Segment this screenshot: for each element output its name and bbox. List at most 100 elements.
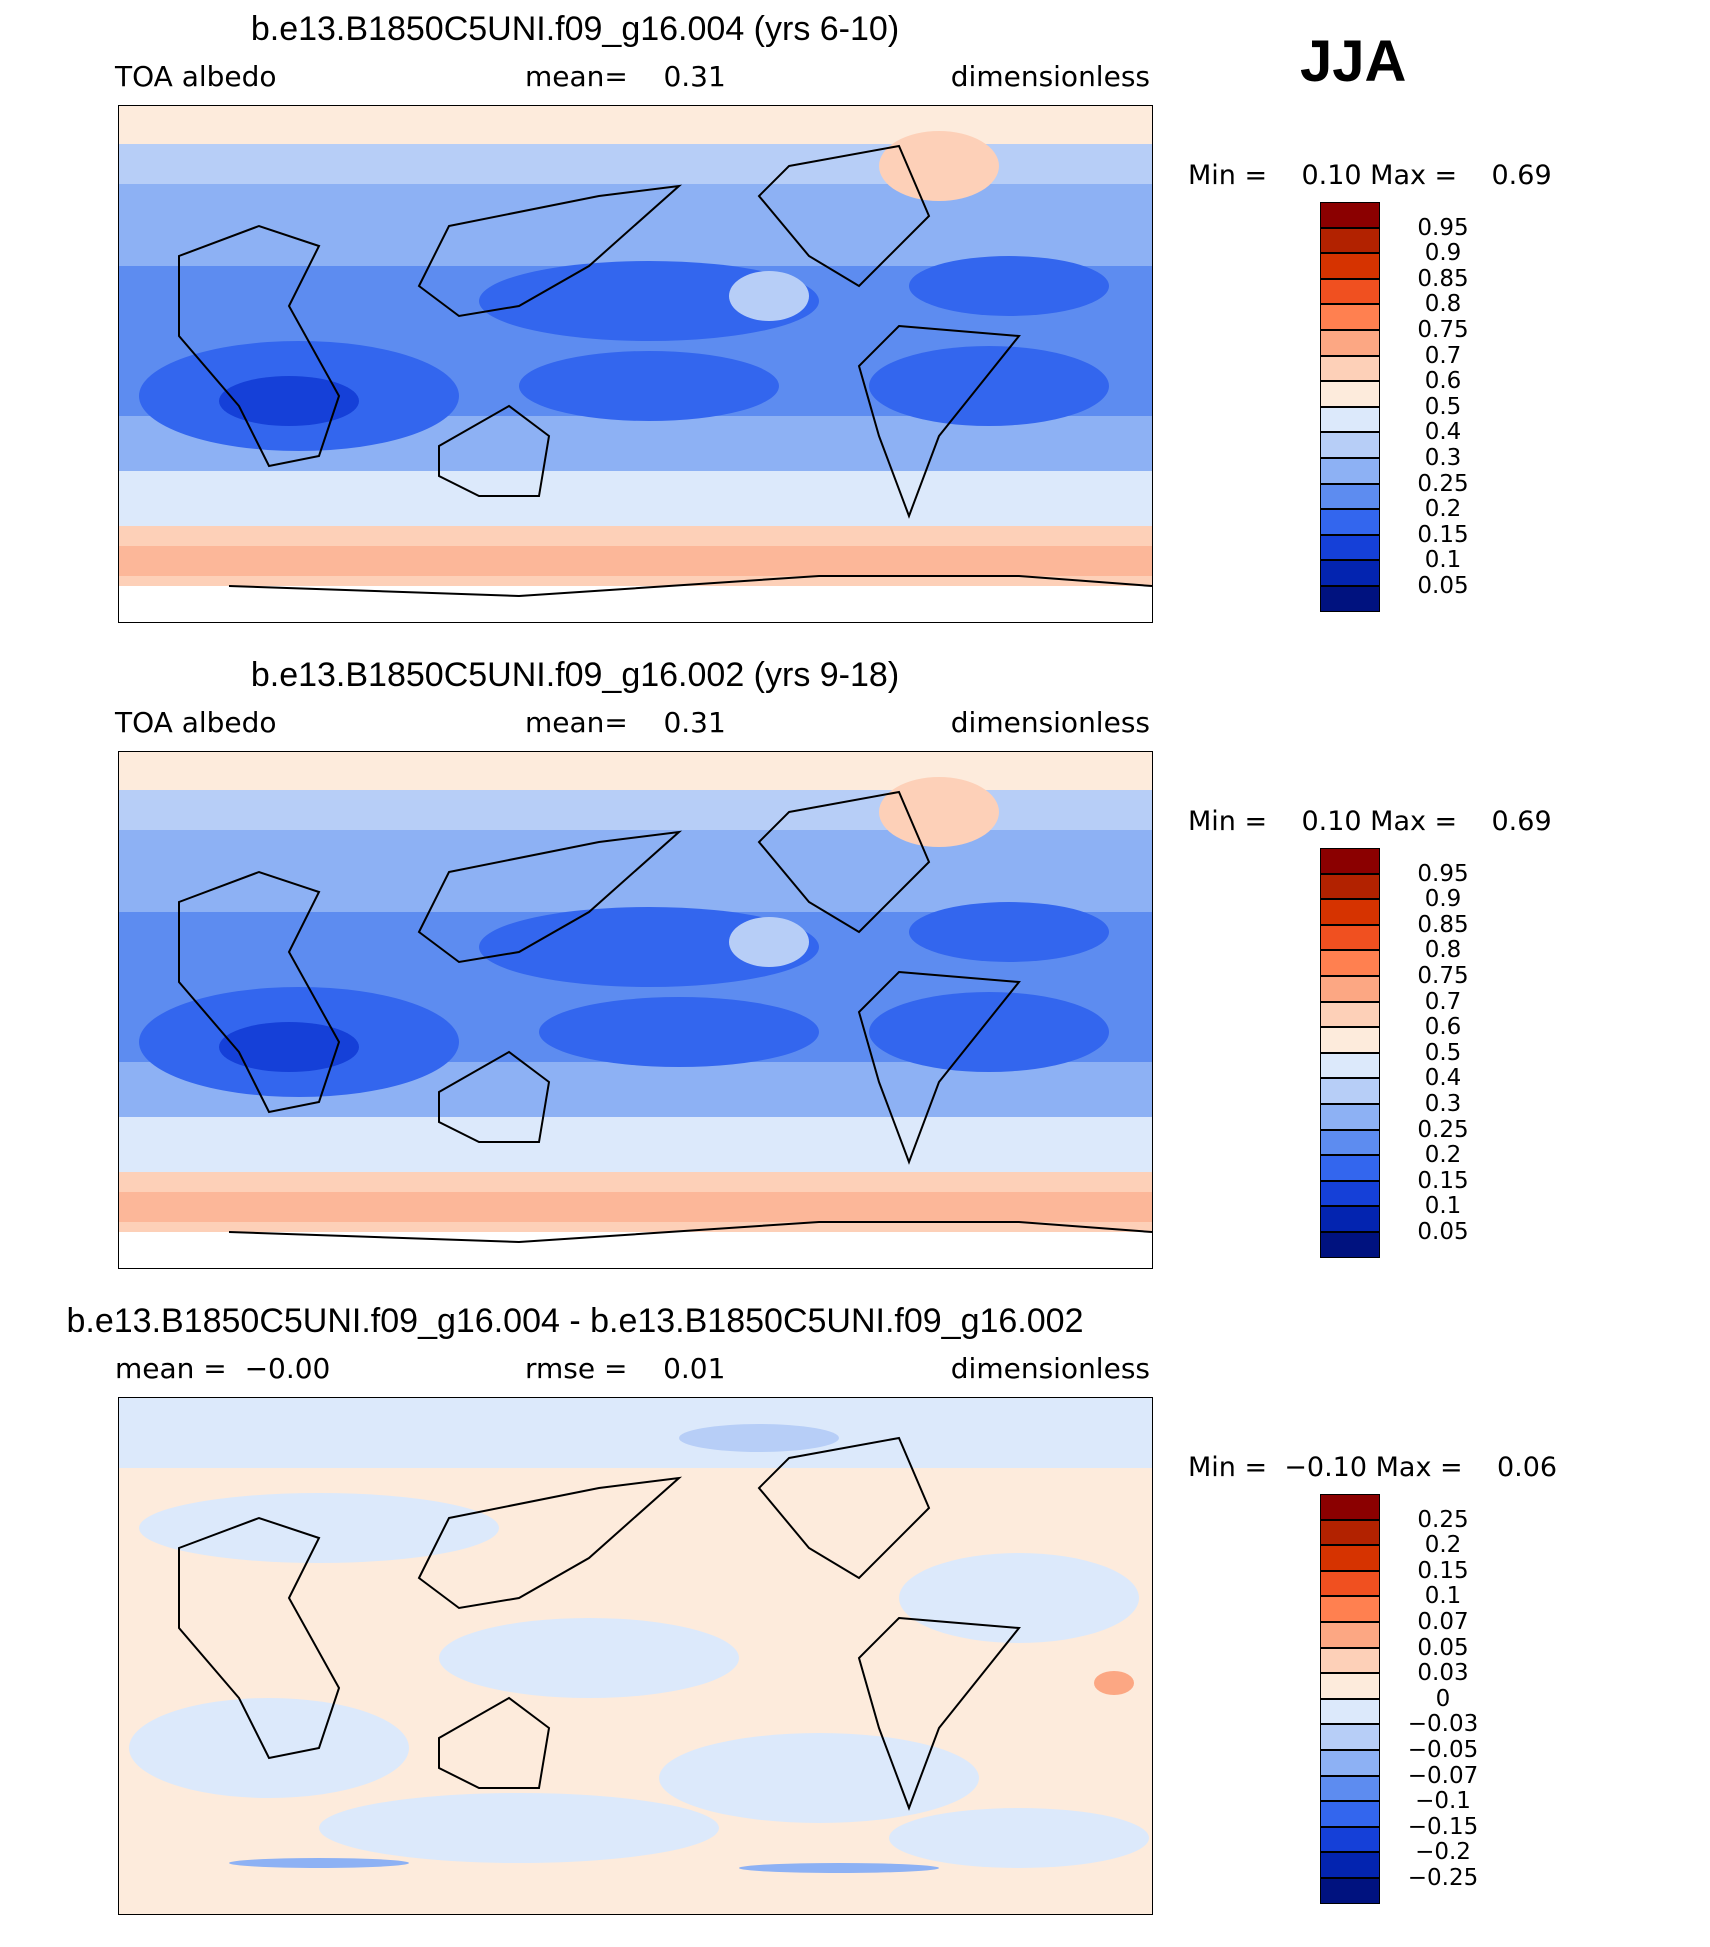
colorbar-swatch [1320, 1129, 1380, 1156]
colorbar-tick-label: 0.07 [1417, 1609, 1469, 1635]
colorbar-swatch [1320, 1570, 1380, 1597]
colorbar-swatch [1320, 355, 1380, 382]
colorbar-tick-label: 0.9 [1424, 240, 1462, 267]
colorbar-swatch [1320, 1826, 1380, 1853]
colorbar-tick-label: 0.15 [1417, 1167, 1469, 1194]
colorbar-swatch [1320, 432, 1380, 458]
panel-3-min-max: Min = −0.10 Max = 0.06 [1188, 1452, 1558, 1483]
colorbar-swatch [1320, 848, 1380, 874]
colorbar-tick-label: 0.95 [1417, 860, 1469, 887]
panel-2-min-max: Min = 0.10 Max = 0.69 [1188, 806, 1552, 837]
colorbar-swatch [1320, 1852, 1380, 1878]
colorbar-tick-label: 0.2 [1424, 1142, 1462, 1169]
colorbar-swatch [1320, 381, 1380, 407]
panel-1-min-max: Min = 0.10 Max = 0.69 [1188, 160, 1552, 191]
colorbar-tick-label: 0.5 [1424, 393, 1462, 420]
colorbar-swatch [1320, 1724, 1380, 1750]
colorbar-swatch [1320, 1180, 1380, 1207]
panel-1: b.e13.B1850C5UNI.f09_g16.004 (yrs 6-10) … [0, 10, 1710, 655]
colorbar-swatch [1320, 924, 1380, 951]
colorbar-tick-label: 0.2 [1424, 1532, 1462, 1559]
panel-3-units: dimensionless [950, 1352, 1150, 1385]
panel-1-title: b.e13.B1850C5UNI.f09_g16.004 (yrs 6-10) [250, 10, 900, 48]
colorbar-swatch [1320, 1104, 1380, 1130]
colorbar-tick-label: −0.15 [1407, 1813, 1479, 1840]
colorbar-swatch [1320, 899, 1380, 925]
colorbar-tick-label: 0.15 [1417, 1557, 1469, 1584]
colorbar-swatch [1320, 406, 1380, 433]
panel-2-title: b.e13.B1850C5UNI.f09_g16.002 (yrs 9-18) [250, 656, 900, 694]
colorbar-swatch [1320, 1519, 1380, 1546]
panel-1-mean: mean= 0.31 [525, 60, 726, 93]
colorbar-tick-label: 0.15 [1417, 521, 1469, 548]
colorbar-swatch [1320, 586, 1380, 612]
colorbar-swatch [1320, 1001, 1380, 1028]
panel-2: b.e13.B1850C5UNI.f09_g16.002 (yrs 9-18) … [0, 656, 1710, 1301]
map-albedo-diff [119, 1398, 1152, 1914]
colorbar-tick-label: −0.05 [1407, 1737, 1479, 1763]
colorbar-swatch [1320, 1775, 1380, 1802]
colorbar-tick-label: 0.75 [1417, 963, 1469, 989]
colorbar-tick-label: 0.2 [1424, 496, 1462, 523]
map-albedo-1 [119, 106, 1152, 622]
colorbar-tick-label: 0.4 [1424, 1065, 1462, 1092]
colorbar-tick-label: 0.05 [1417, 1219, 1469, 1245]
colorbar-tick-label: 0.05 [1417, 573, 1469, 599]
colorbar-tick-label: 0.03 [1417, 1660, 1469, 1687]
colorbar-swatch [1320, 1027, 1380, 1053]
colorbar-swatch [1320, 1545, 1380, 1571]
colorbar-swatch [1320, 483, 1380, 510]
panel-3: b.e13.B1850C5UNI.f09_g16.004 - b.e13.B18… [0, 1302, 1710, 1947]
colorbar-tick-label: 0.95 [1417, 214, 1469, 241]
panel-1-variable: TOA albedo [115, 60, 277, 93]
map-albedo-2 [119, 752, 1152, 1268]
colorbar-swatch [1320, 1232, 1380, 1258]
colorbar-swatch [1320, 976, 1380, 1002]
colorbar-swatch [1320, 1206, 1380, 1232]
colorbar-tick-label: 0.85 [1417, 265, 1469, 292]
panel-3-map [118, 1397, 1153, 1915]
colorbar-swatch [1320, 1622, 1380, 1648]
colorbar-swatch [1320, 1596, 1380, 1622]
panel-2-units: dimensionless [950, 706, 1150, 739]
panel-1-units: dimensionless [950, 60, 1150, 93]
colorbar-swatch [1320, 1878, 1380, 1904]
colorbar-tick-label: 0.6 [1424, 1014, 1462, 1041]
colorbar-tick-label: 0.1 [1424, 547, 1462, 574]
colorbar-tick-label: 0.4 [1424, 419, 1462, 446]
colorbar-tick-label: 0.25 [1417, 1116, 1469, 1143]
colorbar-tick-label: −0.2 [1415, 1839, 1471, 1866]
panel-3-title: b.e13.B1850C5UNI.f09_g16.004 - b.e13.B18… [66, 1302, 1084, 1340]
colorbar-tick-label: −0.07 [1407, 1762, 1479, 1789]
colorbar-tick-label: 0.1 [1424, 1193, 1462, 1220]
colorbar-swatch [1320, 534, 1380, 561]
panel-1-map [118, 105, 1153, 623]
colorbar-swatch [1320, 873, 1380, 900]
colorbar-tick-label: −0.1 [1415, 1788, 1471, 1815]
colorbar-swatch [1320, 1801, 1380, 1827]
colorbar-tick-label: 0.25 [1417, 470, 1469, 497]
colorbar-tick-label: −0.03 [1407, 1711, 1479, 1738]
colorbar-tick-label: 0.05 [1417, 1634, 1469, 1661]
colorbar-swatch [1320, 1673, 1380, 1699]
colorbar-swatch [1320, 1750, 1380, 1776]
colorbar-tick-label: 0.5 [1424, 1039, 1462, 1066]
colorbar-swatch [1320, 227, 1380, 254]
colorbar-tick-label: −0.25 [1407, 1865, 1479, 1891]
colorbar-tick-label: 0.75 [1417, 317, 1469, 343]
colorbar-tick-label: 0.3 [1424, 445, 1462, 471]
colorbar-swatch [1320, 458, 1380, 484]
colorbar-swatch [1320, 1155, 1380, 1181]
colorbar-tick-label: 0.8 [1424, 291, 1462, 318]
colorbar-swatch [1320, 1052, 1380, 1079]
colorbar-swatch [1320, 202, 1380, 228]
colorbar-tick-label: 0.85 [1417, 911, 1469, 938]
colorbar-tick-label: 0.3 [1424, 1091, 1462, 1117]
colorbar-swatch [1320, 560, 1380, 586]
colorbar-swatch [1320, 253, 1380, 279]
colorbar-tick-label: 0.7 [1424, 988, 1462, 1015]
colorbar-tick-label: 0.7 [1424, 342, 1462, 369]
colorbar-tick-label: 0.1 [1424, 1583, 1462, 1610]
colorbar-swatch [1320, 1078, 1380, 1104]
colorbar-tick-label: 0 [1435, 1685, 1451, 1712]
